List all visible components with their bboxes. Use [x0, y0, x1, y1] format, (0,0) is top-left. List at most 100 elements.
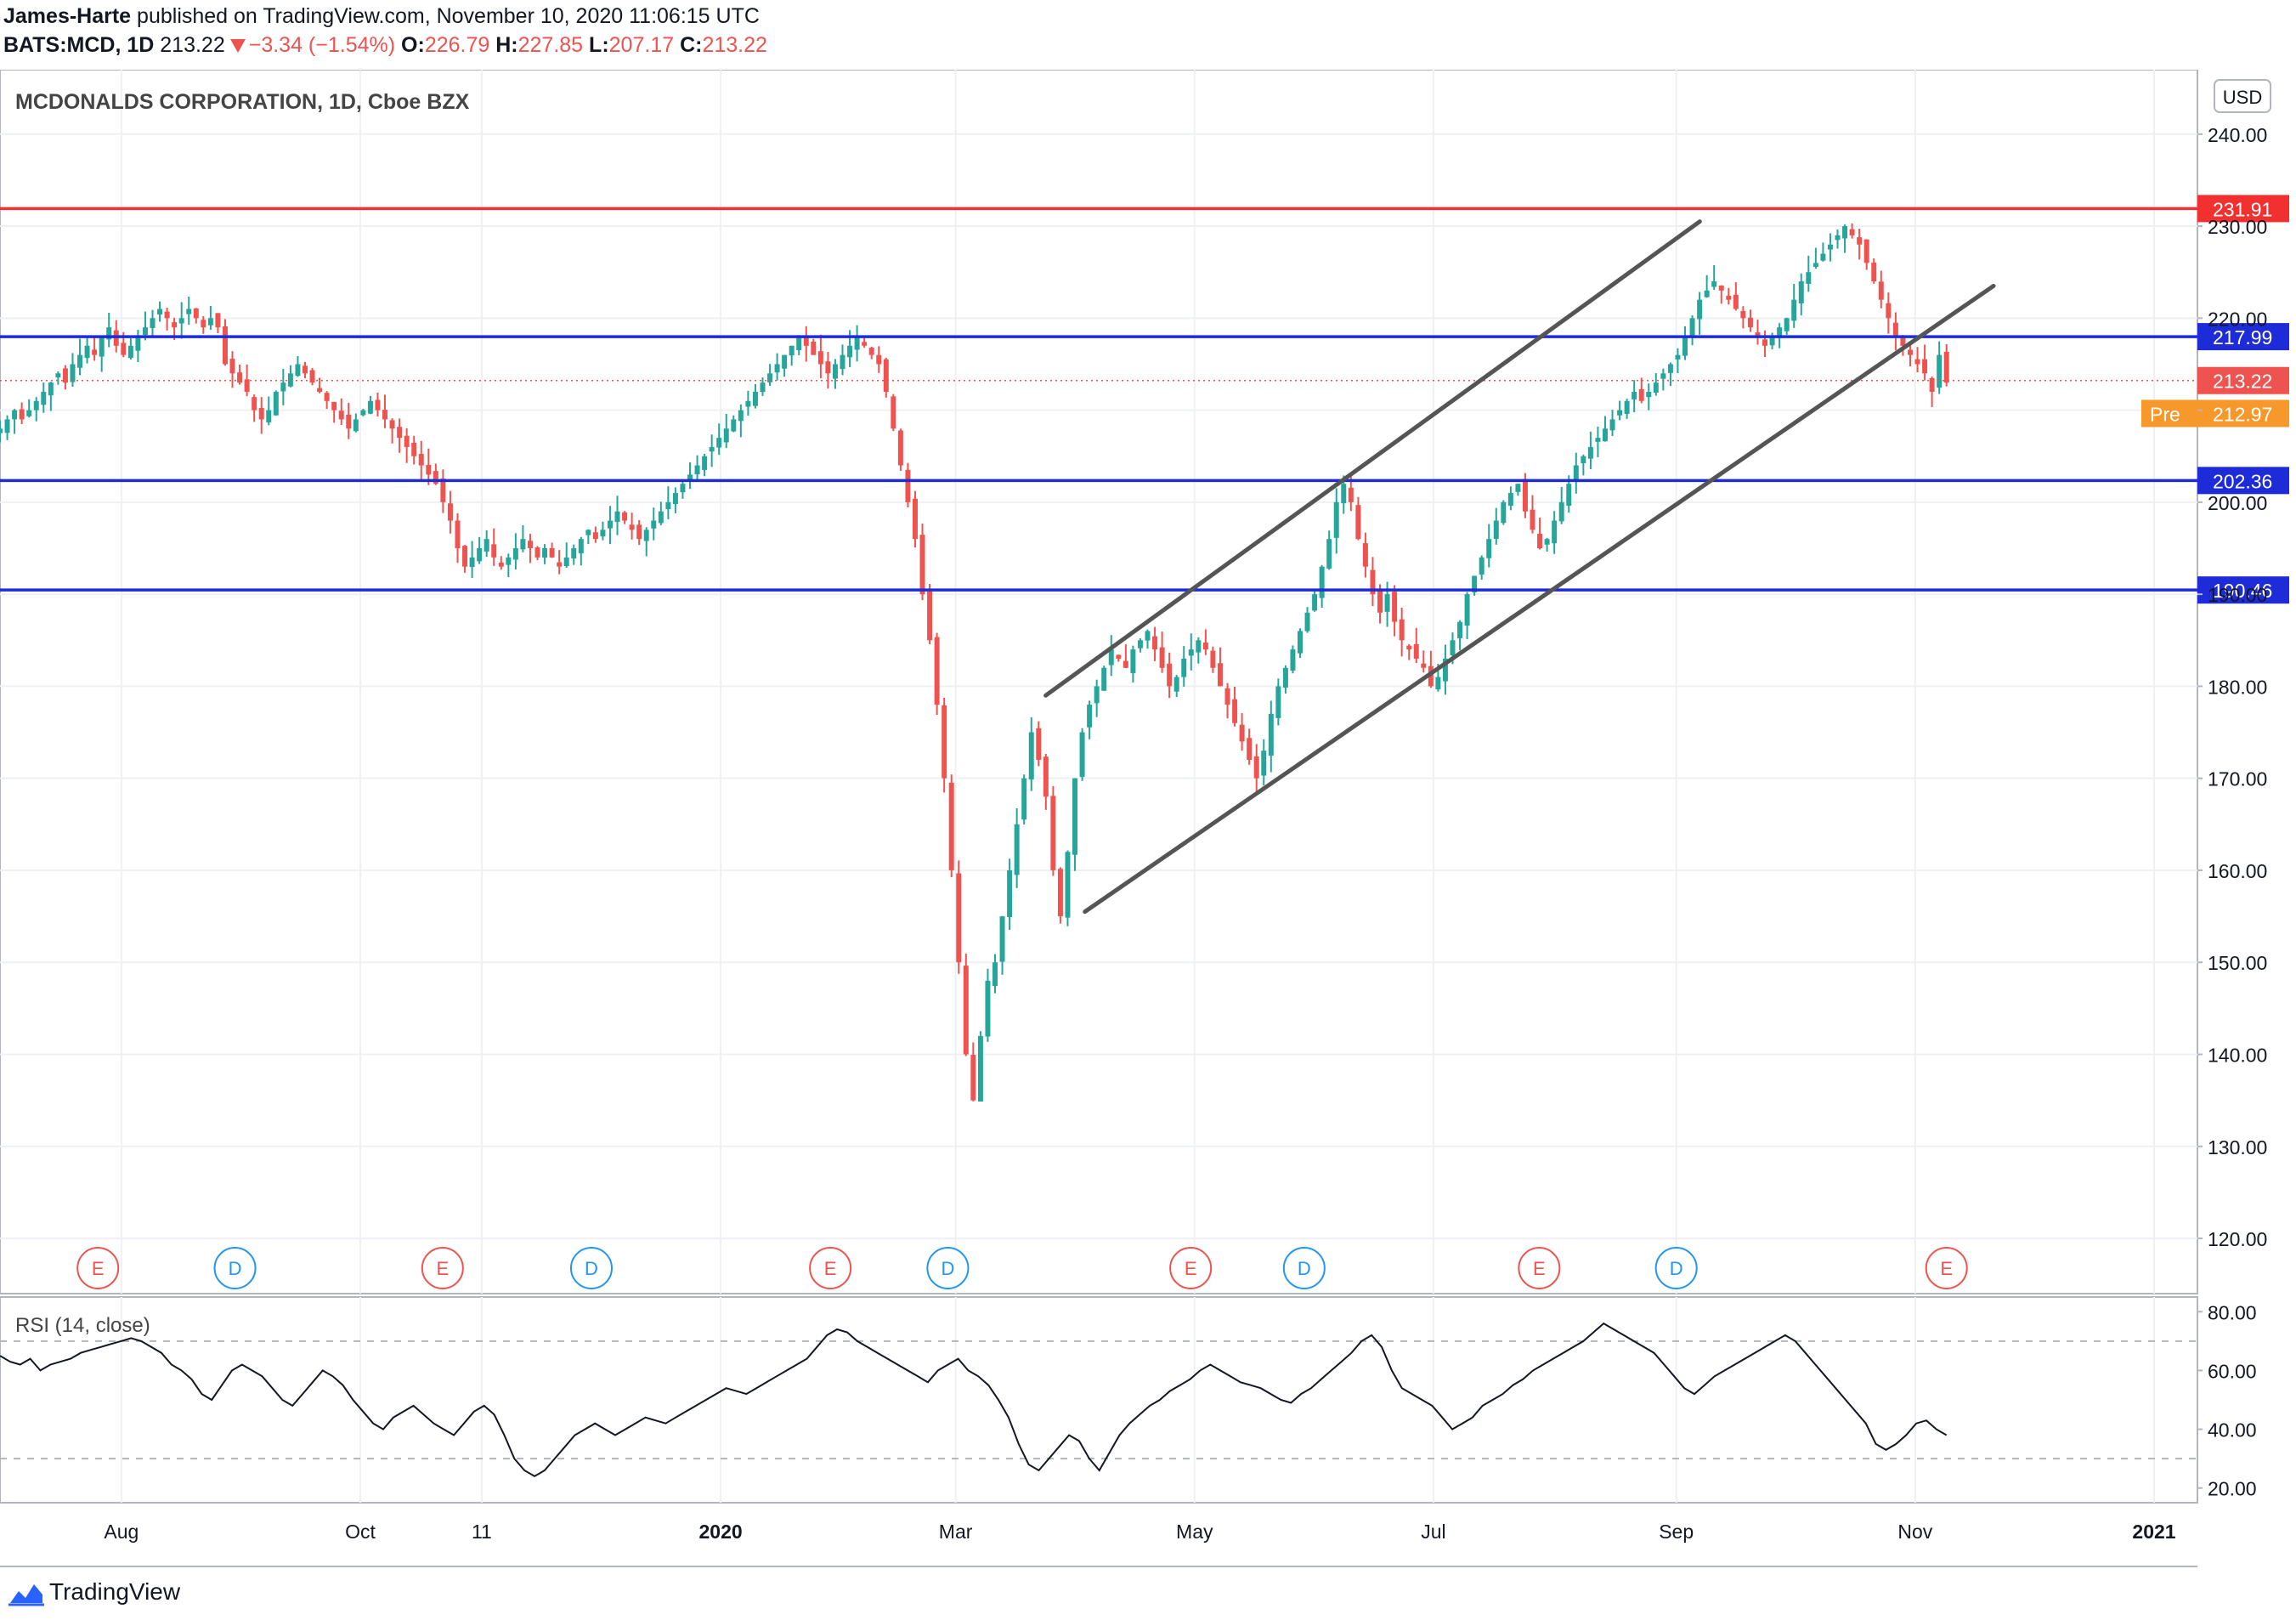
candle-body — [150, 318, 156, 328]
candle-body — [484, 539, 489, 552]
candle-body — [862, 342, 868, 346]
chart-grid — [0, 70, 2198, 1567]
candle-body — [1682, 336, 1688, 356]
candle-body — [1464, 594, 1470, 626]
candle-body — [956, 873, 962, 963]
candle-body — [0, 428, 3, 433]
candle-body — [1036, 728, 1042, 761]
candle-body — [77, 354, 83, 368]
level-price-tag — [2197, 467, 2289, 495]
candle-body — [266, 410, 272, 422]
candle-body — [1566, 484, 1572, 506]
ohlc-line: BATS:MCD, 1D 213.22 −3.34 (−1.54%) O:226.… — [3, 32, 767, 58]
candle-body — [1609, 419, 1615, 431]
candle-body — [1152, 636, 1158, 650]
candle-body — [1290, 649, 1296, 671]
x-tick-label: 2021 — [2132, 1521, 2175, 1543]
candle-body — [324, 393, 330, 401]
close-value: 213.22 — [702, 33, 767, 57]
candle-body — [1261, 751, 1267, 776]
candle-body — [41, 391, 47, 405]
candle-body — [1857, 237, 1863, 245]
candle-body — [534, 547, 540, 558]
candle-body — [1355, 505, 1361, 540]
candle-body — [70, 364, 76, 382]
candle-body — [33, 400, 39, 411]
tradingview-brand[interactable]: TradingView — [49, 1578, 181, 1605]
y-tick-label: 180.00 — [2208, 676, 2267, 698]
candle-body — [1014, 824, 1020, 875]
author-name[interactable]: James-Harte — [3, 4, 132, 28]
candle-body — [607, 520, 613, 529]
trend-channel — [1043, 219, 1996, 915]
candle-body — [1333, 501, 1339, 538]
candle-body — [84, 345, 90, 359]
candle-body — [1196, 640, 1202, 653]
candle-body — [1428, 666, 1434, 687]
candle-body — [723, 428, 729, 443]
candle-body — [317, 388, 323, 392]
candle-body — [1239, 724, 1245, 742]
candle-body — [229, 359, 235, 374]
candle-body — [12, 410, 18, 420]
candle-body — [193, 308, 199, 319]
event-marker-letter: E — [1185, 1258, 1197, 1279]
candle-body — [1929, 377, 1935, 392]
candle-body — [1217, 663, 1223, 687]
candle-body — [1116, 654, 1122, 659]
candle-body — [549, 547, 555, 558]
candle-body — [897, 430, 903, 466]
candle-body — [643, 530, 649, 541]
y-tick-label: 220.00 — [2208, 308, 2267, 330]
candle-body — [1450, 640, 1456, 656]
candle-body — [1094, 686, 1100, 704]
candle-body — [1304, 612, 1310, 632]
symbol-label[interactable]: BATS:MCD, 1D — [3, 33, 155, 57]
candle-body — [934, 637, 940, 705]
candle-body — [389, 420, 395, 429]
candle-body — [201, 320, 206, 328]
candle-body — [1943, 351, 1949, 383]
candle-body — [1522, 479, 1528, 512]
candle-body — [1552, 520, 1558, 544]
candle-body — [1573, 465, 1579, 481]
candle-body — [811, 341, 817, 355]
candle-body — [629, 524, 635, 530]
candle-body — [1530, 509, 1535, 530]
candle-body — [1253, 756, 1259, 779]
candle-body — [665, 501, 671, 509]
y-tick-label: 170.00 — [2208, 768, 2267, 790]
candle-body — [767, 373, 773, 382]
candle-body — [636, 524, 642, 540]
dividend-marker — [569, 1247, 613, 1289]
candle-body — [985, 980, 991, 1037]
candle-body — [891, 396, 896, 429]
level-price-label: 202.36 — [2213, 470, 2272, 492]
candle-body — [1501, 501, 1507, 524]
dividend-marker — [1654, 1247, 1698, 1289]
x-tick-label: Jul — [1421, 1521, 1445, 1543]
candle-body — [1021, 778, 1027, 820]
candle-body — [1486, 539, 1492, 558]
candle-body — [1442, 658, 1448, 682]
candle-body — [1878, 281, 1884, 300]
candle-body — [622, 512, 628, 521]
candle-body — [157, 309, 163, 314]
pre-price-tag — [2141, 399, 2289, 428]
candle-body — [237, 372, 243, 383]
candle-body — [1886, 303, 1892, 319]
candle-body — [1653, 382, 1659, 394]
candle-body — [1479, 557, 1484, 575]
candle-body — [1689, 318, 1695, 337]
candle-body — [999, 916, 1005, 962]
candle-body — [346, 414, 352, 429]
event-marker-letter: E — [436, 1258, 449, 1279]
candle-body — [992, 962, 998, 986]
candle-body — [1392, 592, 1398, 622]
candle-body — [1312, 594, 1318, 611]
axes: 120.00 130.00 140.00 150.00 160.00 170.00 180.… — [104, 79, 2271, 1543]
chart-title: MCDONALDS CORPORATION, 1D, Cboe BZX — [15, 90, 470, 114]
footer: TradingView — [0, 1567, 2296, 1620]
candle-body — [1892, 322, 1898, 337]
